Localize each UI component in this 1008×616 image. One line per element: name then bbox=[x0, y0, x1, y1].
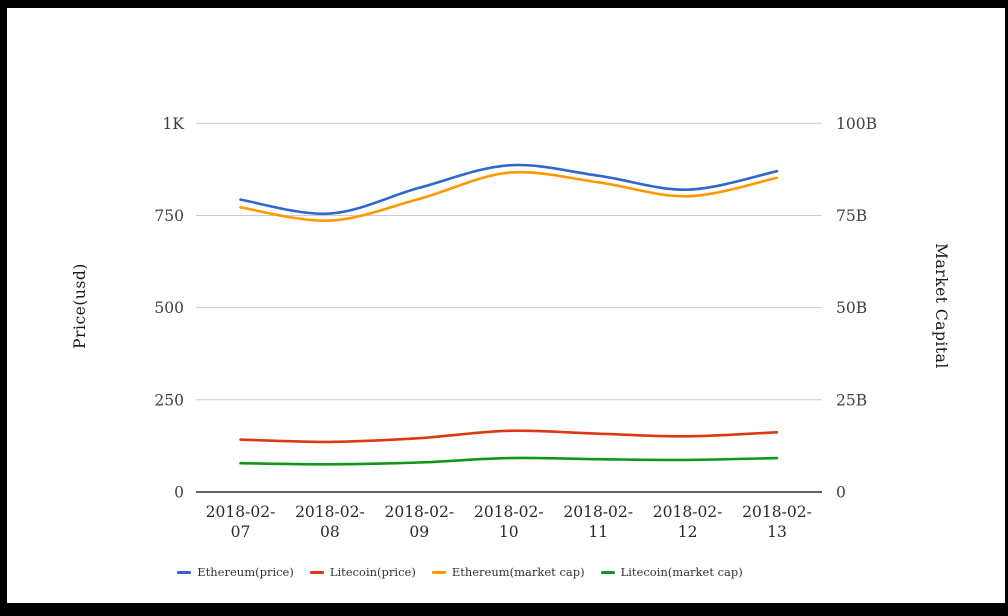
left-axis-tick-label: 250 bbox=[154, 391, 184, 409]
right-axis-title: Market Capital bbox=[932, 243, 950, 369]
legend-item-ethereum-price: Ethereum(price) bbox=[177, 565, 294, 579]
legend-item-litecoin-market-cap: Litecoin(market cap) bbox=[600, 565, 743, 579]
series-line-litecoin-price bbox=[239, 429, 779, 444]
legend-label: Ethereum(market cap) bbox=[451, 565, 585, 579]
left-axis-tick-label: 1K bbox=[163, 115, 185, 133]
chart-legend: Ethereum(price) Litecoin(price) Ethereum(m… bbox=[0, 565, 920, 579]
legend-item-ethereum-market-cap: Ethereum(market cap) bbox=[431, 565, 585, 579]
legend-label: Litecoin(price) bbox=[329, 565, 416, 579]
x-axis-tick-label: 2018-02-09 bbox=[384, 503, 454, 541]
legend-swatch bbox=[309, 570, 324, 574]
x-axis-tick-label: 2018-02-10 bbox=[474, 503, 544, 541]
right-axis-tick-label: 75B bbox=[836, 207, 867, 225]
x-axis-tick-label: 2018-02-07 bbox=[206, 503, 276, 541]
legend-swatch bbox=[177, 570, 192, 574]
chart-background bbox=[7, 8, 1005, 603]
right-axis-tick-label: 25B bbox=[836, 391, 867, 409]
left-axis-tick-label: 750 bbox=[154, 207, 184, 225]
legend-label: Litecoin(market cap) bbox=[620, 565, 743, 579]
left-axis-title: Price(usd) bbox=[71, 263, 89, 349]
x-axis-tick-label: 2018-02-11 bbox=[563, 503, 633, 541]
x-axis-tick-label: 2018-02-13 bbox=[742, 503, 812, 541]
series-line-ethereum-market-cap bbox=[239, 170, 779, 222]
legend-swatch bbox=[600, 570, 615, 574]
left-axis-tick-label: 0 bbox=[174, 484, 184, 502]
x-axis-tick-label: 2018-02-12 bbox=[653, 503, 723, 541]
series-line-ethereum-price bbox=[239, 163, 779, 216]
right-axis-tick-label: 50B bbox=[836, 299, 867, 317]
x-axis-tick-label: 2018-02-08 bbox=[295, 503, 365, 541]
series-line-litecoin-market-cap bbox=[239, 456, 779, 466]
legend-swatch bbox=[431, 570, 446, 574]
legend-item-litecoin-price: Litecoin(price) bbox=[309, 565, 416, 579]
right-axis-tick-label: 100B bbox=[836, 115, 877, 133]
right-axis-tick-label: 0 bbox=[836, 484, 846, 502]
left-axis-tick-label: 500 bbox=[154, 299, 184, 317]
legend-label: Ethereum(price) bbox=[197, 565, 294, 579]
